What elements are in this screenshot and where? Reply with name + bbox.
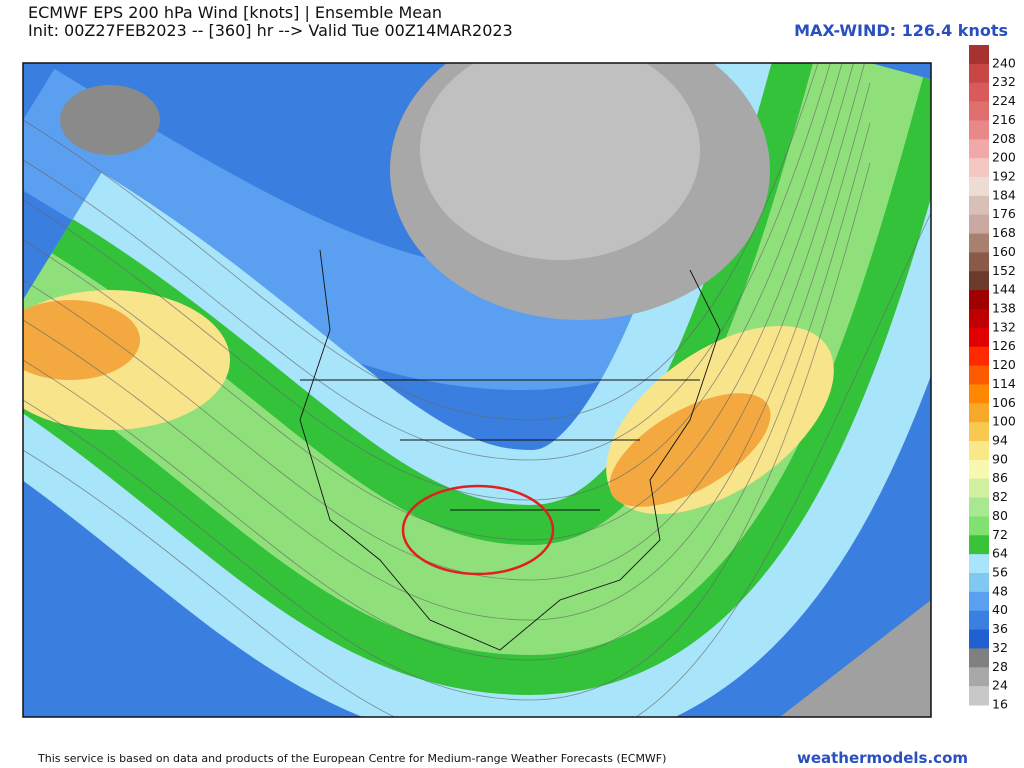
colorbar-label: 192 bbox=[992, 169, 1016, 184]
colorbar-label: 132 bbox=[992, 319, 1016, 334]
colorbar-swatch bbox=[969, 271, 989, 291]
credit: This service is based on data and produc… bbox=[38, 752, 667, 765]
colorbar-label: 138 bbox=[992, 301, 1016, 316]
colorbar-label: 56 bbox=[992, 565, 1008, 580]
colorbar-swatch bbox=[969, 478, 989, 499]
colorbar-label: 126 bbox=[992, 338, 1016, 353]
colorbar-label: 106 bbox=[992, 395, 1016, 410]
colorbar-label: 82 bbox=[992, 489, 1008, 504]
colorbar-swatch bbox=[969, 459, 989, 480]
colorbar-label: 86 bbox=[992, 470, 1008, 485]
colorbar-label: 200 bbox=[992, 150, 1016, 165]
colorbar-label: 90 bbox=[992, 451, 1008, 466]
colorbar-swatch bbox=[969, 573, 989, 593]
colorbar-swatch bbox=[969, 139, 989, 159]
colorbar-swatch bbox=[969, 82, 989, 103]
colorbar-swatch bbox=[969, 422, 989, 442]
colorbar-swatch bbox=[969, 610, 989, 631]
colorbar-swatch bbox=[969, 667, 989, 687]
colorbar-swatch bbox=[969, 554, 989, 574]
colorbar-label: 152 bbox=[992, 263, 1016, 278]
colorbar-label: 100 bbox=[992, 414, 1016, 429]
colorbar-swatch bbox=[969, 535, 989, 555]
colorbar-label: 216 bbox=[992, 112, 1016, 127]
colorbar-swatch bbox=[969, 591, 989, 612]
colorbar-swatch bbox=[969, 233, 989, 253]
colorbar-label: 160 bbox=[992, 244, 1016, 259]
subtitle: Init: 00Z27FEB2023 -- [360] hr --> Valid… bbox=[28, 21, 513, 40]
colorbar-label: 240 bbox=[992, 55, 1016, 70]
colorbar-swatch bbox=[969, 214, 989, 235]
colorbar-label: 40 bbox=[992, 602, 1008, 617]
colorbar-label: 64 bbox=[992, 546, 1008, 561]
colorbar-label: 144 bbox=[992, 282, 1016, 297]
title: ECMWF EPS 200 hPa Wind [knots] | Ensembl… bbox=[28, 3, 443, 22]
colorbar-label: 120 bbox=[992, 357, 1016, 372]
colorbar-label: 72 bbox=[992, 527, 1008, 542]
colorbar-label: 94 bbox=[992, 433, 1008, 448]
colorbar-swatch bbox=[969, 346, 989, 367]
colorbar-label: 208 bbox=[992, 131, 1016, 146]
colorbar-label: 28 bbox=[992, 659, 1008, 674]
colorbar-label: 232 bbox=[992, 74, 1016, 89]
colorbar-swatch bbox=[969, 441, 989, 461]
colorbar-swatch bbox=[969, 686, 989, 706]
colorbar-swatch bbox=[969, 158, 989, 178]
highlight-circle bbox=[401, 484, 555, 576]
colorbar-swatch bbox=[969, 516, 989, 536]
colorbar-swatch bbox=[969, 327, 989, 348]
colorbar-label: 24 bbox=[992, 678, 1008, 693]
colorbar-label: 16 bbox=[992, 697, 1008, 712]
colorbar-swatch bbox=[969, 629, 989, 649]
colorbar: 240 232 224 216 208 200 192 184 176 168 160 152 144 1… bbox=[969, 45, 1016, 712]
colorbar-label: 80 bbox=[992, 508, 1008, 523]
colorbar-swatch bbox=[969, 403, 989, 423]
colorbar-label: 168 bbox=[992, 225, 1016, 240]
site-link[interactable]: weathermodels.com bbox=[796, 749, 968, 767]
colorbar-label: 184 bbox=[992, 187, 1016, 202]
wind-field bbox=[23, 63, 931, 717]
colorbar-swatch bbox=[969, 63, 989, 84]
colorbar-swatch bbox=[969, 195, 989, 216]
colorbar-swatch bbox=[969, 309, 989, 329]
colorbar-swatch bbox=[969, 120, 989, 140]
colorbar-swatch bbox=[969, 497, 989, 517]
colorbar-label: 224 bbox=[992, 93, 1016, 108]
colorbar-label: 176 bbox=[992, 206, 1016, 221]
colorbar-swatch bbox=[969, 365, 989, 385]
colorbar-swatch bbox=[969, 252, 989, 272]
colorbar-swatch bbox=[969, 45, 989, 65]
colorbar-swatch bbox=[969, 290, 989, 310]
colorbar-label: 32 bbox=[992, 640, 1008, 655]
colorbar-swatch bbox=[969, 384, 989, 404]
colorbar-swatch bbox=[969, 177, 989, 197]
colorbar-label: 36 bbox=[992, 621, 1008, 636]
colorbar-label: 114 bbox=[992, 376, 1016, 391]
colorbar-swatch bbox=[969, 648, 989, 668]
colorbar-swatch bbox=[969, 101, 989, 121]
colorbar-label: 48 bbox=[992, 583, 1008, 598]
max-wind: MAX-WIND: 126.4 knots bbox=[794, 21, 1008, 40]
